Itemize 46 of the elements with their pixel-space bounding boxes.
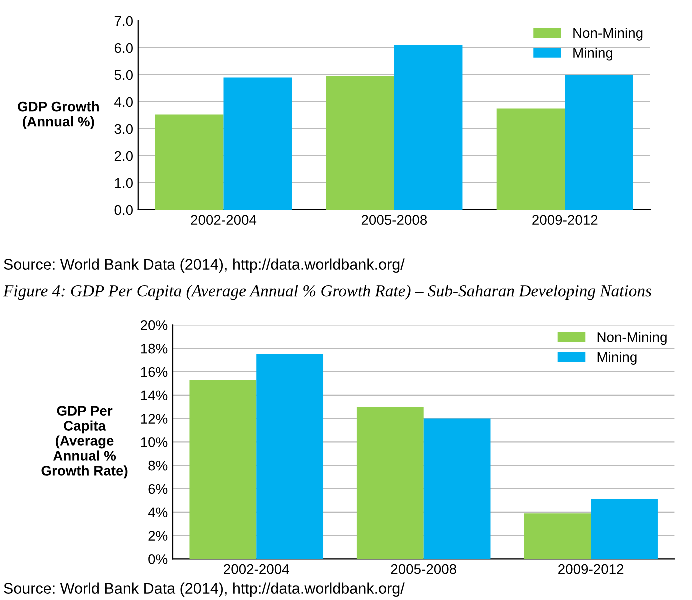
x-tick-label: 2005-2008 [362, 215, 428, 226]
y-tick-label: 18% [141, 344, 168, 354]
y-axis-title: GDP Growth (Annual %) [18, 102, 99, 130]
legend-label: Mining [574, 48, 613, 61]
y-axis-title: GDP Per Capita (Average Annual % Growth Rate) [42, 406, 128, 479]
x-tick-label: 2002-2004 [224, 564, 290, 574]
x-tick-label: 2005-2008 [391, 564, 456, 574]
y-tick-label: 8% [148, 460, 168, 471]
source-note: Source: World Bank Data (2014), http://data.worldbank.org/ [4, 582, 405, 597]
bar [326, 76, 394, 210]
y-tick-label: 6% [148, 484, 168, 494]
legend-label: Non-Mining [574, 28, 643, 41]
y-tick-label: 0% [148, 554, 168, 564]
bar [496, 108, 566, 210]
y-tick-label: 2.0 [114, 151, 133, 162]
bar [524, 514, 592, 560]
bar [224, 78, 292, 210]
y-tick-label: 16% [141, 367, 168, 378]
y-tick-label: 4% [148, 508, 168, 518]
bar [356, 407, 424, 560]
y-tick-label: 12% [141, 414, 168, 424]
y-tick-label: 4.0 [114, 97, 133, 108]
y-tick-label: 0.0 [114, 205, 133, 216]
legend-label: Non-Mining [598, 332, 667, 346]
y-tick-label: 14% [141, 390, 168, 401]
x-tick-label: 2002-2004 [191, 215, 257, 226]
legend-label: Mining [598, 352, 637, 365]
x-tick-label: 2009-2012 [558, 564, 624, 574]
y-tick-label: 2% [148, 531, 168, 541]
bar [155, 114, 224, 210]
chart-title: Figure 4: GDP Per Capita (Average Annual % Growth Rate) – Sub-Saharan Developing Nations [3, 285, 652, 300]
y-tick-label: 10% [141, 438, 168, 448]
bar [394, 45, 463, 210]
y-tick-label: 5.0 [114, 70, 133, 80]
y-tick-label: 3.0 [114, 124, 133, 134]
bar [565, 75, 634, 210]
bar [591, 500, 658, 560]
bar [424, 418, 491, 560]
bar [190, 380, 257, 560]
y-tick-label: 6.0 [114, 43, 133, 54]
source-note: Source: World Bank Data (2014), http://data.worldbank.org/ [4, 258, 405, 273]
y-tick-label: 1.0 [115, 178, 133, 188]
y-tick-label: 20% [141, 320, 168, 330]
bar [256, 354, 324, 560]
y-tick-label: 7.0 [114, 16, 133, 26]
x-tick-label: 2009-2012 [532, 215, 598, 226]
